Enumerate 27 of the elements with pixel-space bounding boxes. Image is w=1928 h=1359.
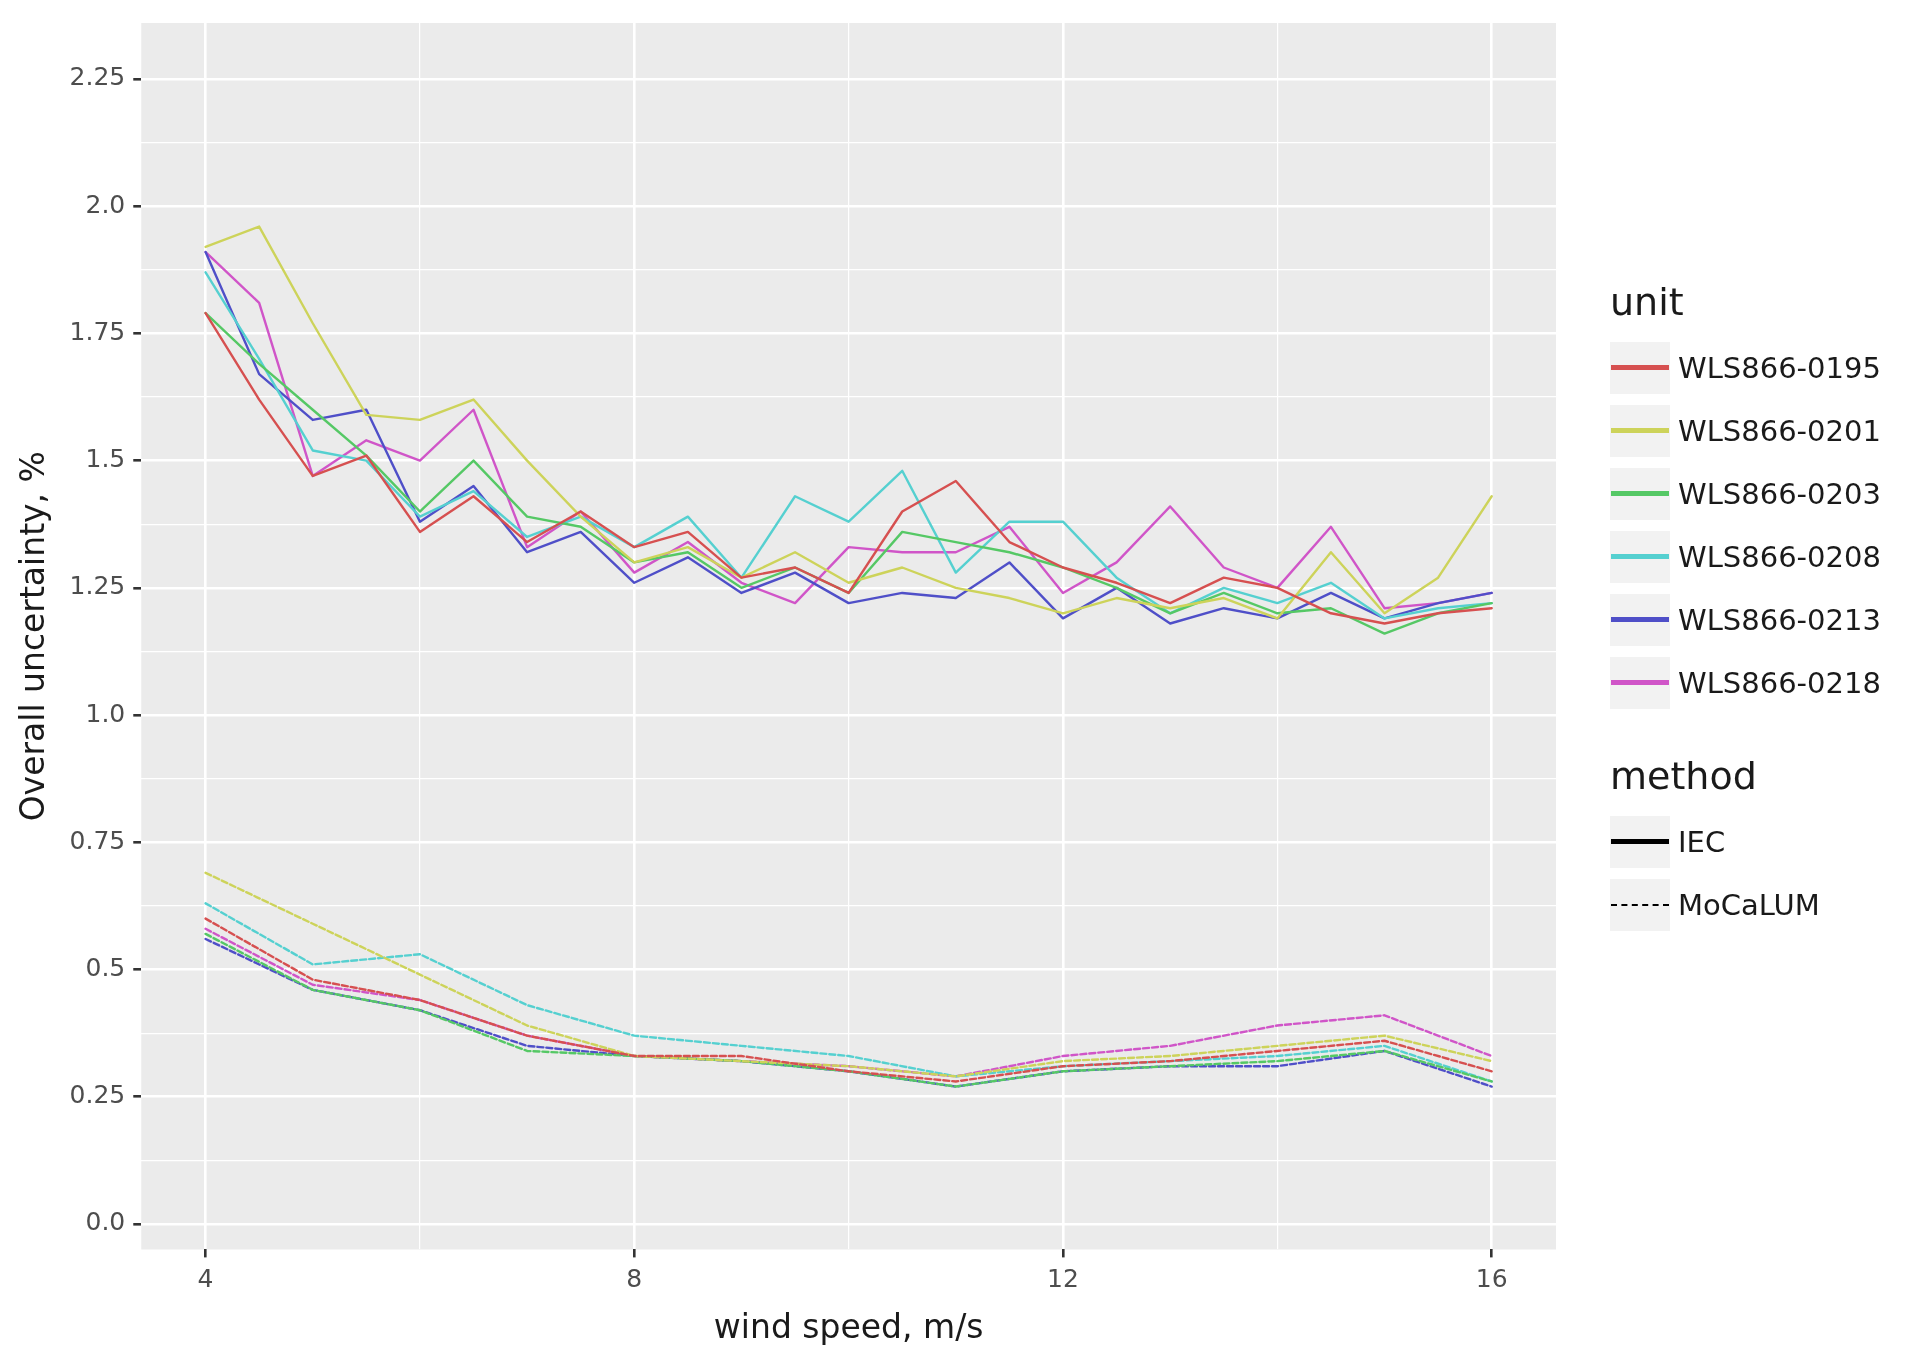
- y-tick-label: 0.75: [69, 825, 126, 855]
- line-series: [204, 871, 1493, 1078]
- y-tick-label: 0.25: [69, 1080, 126, 1110]
- y-tick-label: 1.5: [85, 444, 126, 474]
- legend-label: WLS866-0201: [1678, 413, 1881, 448]
- y-tick-label: 1.25: [69, 571, 126, 601]
- x-tick-label: 4: [197, 1263, 214, 1293]
- legend-title: unit: [1610, 280, 1685, 324]
- text: MoCaLUM: [1678, 887, 1820, 922]
- text: method: [1610, 754, 1758, 798]
- y-tick-label: 0.5: [85, 953, 126, 983]
- y-tick-label: 2.0: [85, 189, 126, 219]
- legend-label: WLS866-0203: [1678, 476, 1881, 511]
- y-axis-title: Overall uncertainty, %: [13, 451, 53, 822]
- y-tick-label: 1.0: [85, 698, 126, 728]
- legend-label: WLS866-0195: [1678, 350, 1881, 385]
- legend-label: WLS866-0213: [1678, 602, 1881, 637]
- y-tick-label: 2.25: [69, 62, 126, 92]
- legend-label: WLS866-0208: [1678, 539, 1881, 574]
- x-tick-label: 8: [626, 1263, 643, 1293]
- y-tick-label: 1.75: [69, 316, 126, 346]
- x-axis-title: wind speed, m/s: [713, 1306, 984, 1346]
- text: IEC: [1678, 824, 1726, 859]
- x-tick-label: 16: [1475, 1263, 1508, 1293]
- x-tick-label: 12: [1047, 1263, 1079, 1293]
- y-tick-label: 0.0: [85, 1207, 126, 1237]
- legend-label: WLS866-0218: [1678, 665, 1881, 700]
